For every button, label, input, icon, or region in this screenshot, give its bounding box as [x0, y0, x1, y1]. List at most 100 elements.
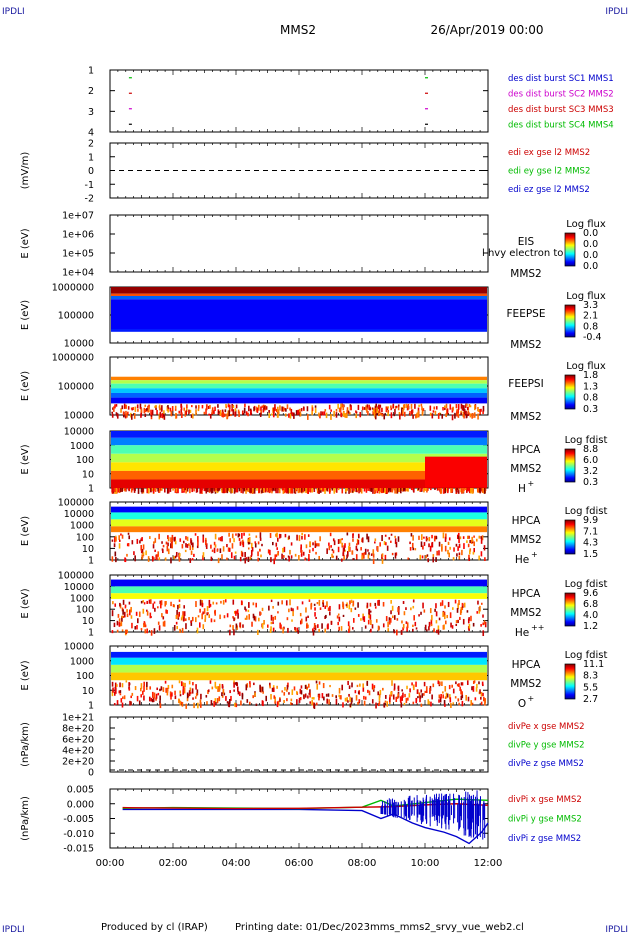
spectrogram-pixel [363, 488, 366, 492]
spectrogram-pixel [253, 682, 255, 686]
spectrogram-pixel [421, 534, 423, 541]
spectrogram-pixel [357, 701, 359, 705]
spectrogram-pixel [164, 601, 167, 607]
spectrogram-pixel [369, 610, 372, 613]
spectrogram-pixel [366, 533, 368, 540]
spectrogram-pixel [331, 488, 334, 491]
spectrogram-pixel [462, 618, 465, 625]
spectrogram-pixel [429, 545, 432, 550]
spectrogram-pixel [328, 545, 331, 551]
spectrogram-pixel [412, 624, 414, 627]
spectrogram-pixel [318, 681, 321, 685]
spectrogram-pixel [300, 549, 303, 556]
spectrogram-pixel [313, 603, 316, 606]
spectrogram-pixel [166, 406, 169, 411]
spectrogram-pixel [166, 488, 169, 494]
spectrogram-pixel [443, 611, 446, 615]
colorbar-tick-label: 5.5 [583, 682, 598, 693]
spectrogram-pixel [194, 696, 197, 699]
spectrogram-pixel [382, 601, 385, 607]
spectrogram-pixel [244, 551, 246, 558]
spectrogram-pixel [267, 549, 270, 554]
spectrogram-pixel [357, 404, 360, 410]
spectrogram-pixel [340, 412, 342, 417]
spectrogram-pixel [445, 533, 447, 540]
spectrogram-pixel [328, 488, 331, 494]
spectrogram-pixel [423, 488, 425, 493]
spectrogram-pixel [258, 488, 260, 493]
spectrogram-pixel [355, 695, 358, 701]
spectrogram-pixel [457, 411, 459, 416]
spectrogram-pixel [318, 488, 320, 494]
spectrogram-pixel [181, 412, 183, 419]
spectrogram-pixel [347, 551, 349, 557]
spectrogram-pixel [268, 412, 271, 418]
spectrogram-pixel [200, 488, 202, 493]
spectrogram-pixel [412, 628, 414, 632]
spectrogram-pixel [146, 609, 148, 612]
spectrogram-pixel [389, 619, 391, 625]
spectrogram-pixel [159, 688, 161, 692]
spectrogram-pixel [140, 628, 143, 631]
spectrogram-pixel [258, 617, 260, 622]
spectrogram-pixel [351, 627, 354, 630]
spectrogram-pixel [318, 555, 320, 560]
spectrogram-pixel [480, 408, 482, 412]
y-tick-label: 1000 [70, 593, 94, 604]
spectrogram-pixel [460, 691, 462, 695]
spectrogram-pixel [195, 684, 197, 690]
spectrogram-pixel [411, 409, 413, 415]
spectrogram-pixel [259, 537, 262, 541]
spectrogram-pixel [387, 488, 390, 493]
spectrogram-pixel [255, 406, 258, 412]
spectrogram-pixel [390, 412, 393, 419]
y-tick-label: 1 [88, 628, 94, 639]
spectrogram-pixel [140, 407, 142, 410]
y-tick-label: 10 [82, 544, 94, 555]
spectrogram-pixel [221, 692, 223, 697]
spectrogram-pixel [245, 411, 248, 416]
spectrogram-pixel [183, 605, 185, 609]
spectrogram-pixel [116, 413, 119, 419]
spectrogram-pixel [213, 410, 215, 415]
spectrogram-band [111, 672, 487, 681]
spectrogram-pixel [176, 625, 178, 630]
spectrogram-pixel [247, 541, 250, 545]
spectrogram-pixel [116, 620, 119, 626]
spectrogram-pixel [407, 403, 410, 410]
spectrogram-pixel [277, 414, 279, 418]
spectrogram-pixel [330, 414, 332, 420]
spectrogram-pixel [120, 698, 123, 703]
spectrogram-pixel [299, 697, 302, 701]
spectrogram-pixel [174, 536, 176, 542]
spectrogram-pixel [217, 698, 220, 701]
spectrogram-pixel [351, 682, 353, 688]
spectrogram-pixel [372, 558, 375, 564]
spectrogram-pixel [162, 412, 165, 417]
spectrogram-pixel [274, 404, 276, 408]
spectrogram-pixel [269, 682, 271, 687]
spectrogram-pixel [257, 551, 259, 557]
species-label: H [518, 483, 526, 495]
spectrogram-pixel [279, 698, 281, 702]
spectrogram-pixel [483, 545, 486, 551]
spectrogram-pixel [466, 610, 469, 613]
spectrogram-pixel [478, 488, 481, 493]
spectrogram-pixel [366, 680, 369, 686]
spectrogram-pixel [163, 620, 166, 627]
spectrogram-pixel [467, 411, 469, 417]
spectrogram-pixel [233, 555, 236, 560]
spectrogram-pixel [387, 628, 390, 632]
spectrogram-pixel [296, 534, 298, 541]
spectrogram-pixel [451, 414, 454, 421]
spectrogram-pixel [116, 684, 118, 687]
spectrogram-pixel [462, 488, 464, 493]
spectrogram-pixel [291, 619, 293, 622]
spectrogram-pixel [381, 535, 383, 542]
spectrogram-pixel [311, 407, 314, 412]
spectrogram-pixel [385, 542, 387, 546]
spectrogram-pixel [426, 488, 428, 493]
spectrogram-pixel [281, 690, 284, 693]
spectrogram-pixel [350, 702, 353, 705]
spectrogram-pixel [115, 556, 117, 563]
